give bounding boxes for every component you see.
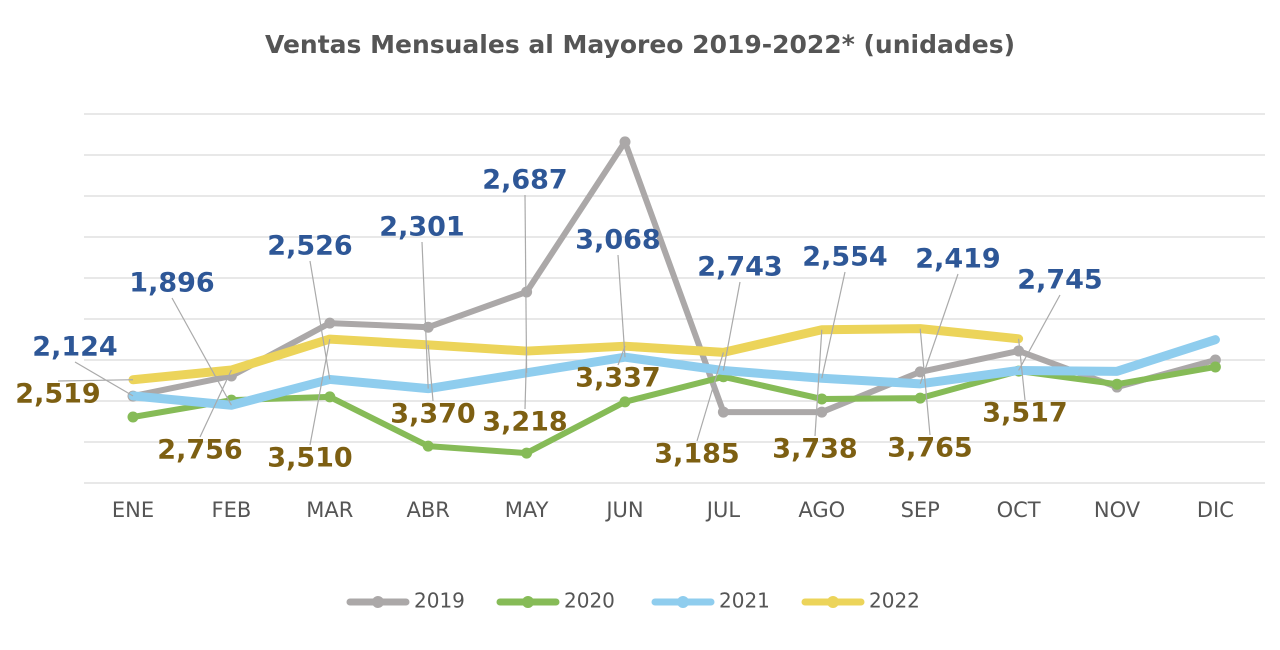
leader-line (524, 351, 528, 410)
leader-line (821, 271, 846, 379)
leader-line (57, 379, 134, 382)
data-point (422, 440, 434, 452)
x-tick-label: ABR (407, 498, 450, 522)
x-tick-label: JUL (705, 498, 741, 522)
x-tick-label: MAY (505, 498, 549, 522)
data-point (1209, 361, 1221, 373)
leader-line (919, 328, 931, 436)
data-label: 2,301 (379, 212, 464, 243)
data-point (619, 396, 631, 408)
legend-label: 2022 (869, 589, 920, 613)
x-tick-label: NOV (1094, 498, 1141, 522)
x-tick-label: JUN (604, 498, 643, 522)
data-point (422, 321, 434, 333)
data-label: 3,337 (575, 363, 660, 394)
data-label: 2,745 (1017, 265, 1102, 296)
data-label: 3,218 (482, 407, 567, 438)
data-point (127, 411, 139, 423)
data-label: 1,896 (129, 268, 214, 299)
chart-title: Ventas Mensuales al Mayoreo 2019-2022* (… (265, 30, 1015, 59)
data-label: 2,124 (32, 332, 117, 363)
leader-line (171, 297, 232, 406)
leader-line (617, 345, 626, 366)
data-point (1113, 367, 1121, 376)
data-label: 3,370 (390, 399, 475, 430)
data-label: 2,743 (697, 252, 782, 283)
legend-marker (522, 596, 534, 608)
leader-line (919, 273, 959, 385)
data-label: 2,756 (157, 435, 242, 466)
data-point (521, 286, 533, 298)
data-label: 3,510 (267, 443, 352, 474)
x-tick-label: AGO (798, 498, 845, 522)
data-label: 2,554 (802, 242, 887, 273)
legend-marker (372, 596, 384, 608)
leader-line (1018, 338, 1026, 401)
data-point (1013, 345, 1025, 357)
data-label: 3,517 (982, 398, 1067, 429)
data-point (816, 393, 828, 405)
x-tick-label: MAR (306, 498, 353, 522)
leader-line (617, 254, 626, 358)
data-label: 3,765 (887, 433, 972, 464)
legend-label: 2021 (719, 589, 770, 613)
leader-line (199, 369, 232, 438)
series-line (128, 324, 1024, 385)
leader-line (524, 194, 528, 373)
x-tick-label: SEP (901, 498, 940, 522)
leader-line (696, 352, 724, 442)
data-point (1111, 378, 1123, 390)
leader-line (722, 281, 741, 371)
data-label: 3,068 (575, 225, 660, 256)
x-tick-label: ENE (112, 498, 154, 522)
legend-label: 2020 (564, 589, 615, 613)
series-line (128, 335, 1220, 410)
data-label: 3,738 (772, 434, 857, 465)
data-point (619, 136, 631, 148)
legend-marker (677, 596, 689, 608)
x-tick-label: OCT (997, 498, 1041, 522)
leader-line (814, 329, 823, 437)
data-point (324, 391, 336, 403)
leader-line (1018, 294, 1061, 371)
data-point (521, 447, 533, 459)
data-label: 2,526 (267, 231, 352, 262)
data-label: 3,185 (654, 439, 739, 470)
legend-label: 2019 (414, 589, 465, 613)
data-point (1211, 335, 1220, 344)
x-tick-label: FEB (212, 498, 252, 522)
leader-line (427, 344, 434, 402)
leader-line (421, 241, 429, 389)
data-point (816, 406, 828, 418)
data-point (914, 392, 926, 404)
data-label: 2,687 (482, 165, 567, 196)
data-point (717, 406, 729, 418)
data-point (324, 317, 336, 329)
legend-marker (827, 596, 839, 608)
x-tick-label: DIC (1197, 498, 1234, 522)
data-label: 2,519 (15, 379, 100, 410)
series-line (130, 138, 1219, 416)
leader-line (74, 361, 134, 397)
leader-line (309, 338, 331, 446)
data-label: 2,419 (915, 244, 1000, 275)
